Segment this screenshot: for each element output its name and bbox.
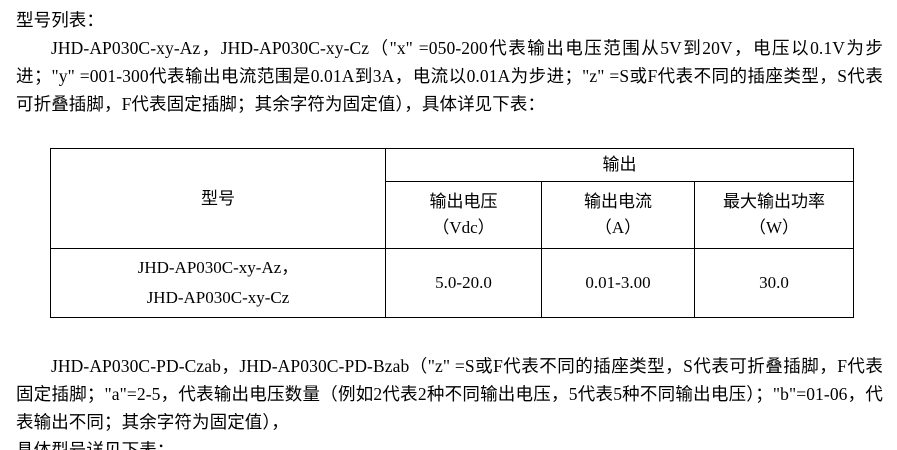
table-header-power-name: 最大输出功率 bbox=[723, 192, 826, 211]
tail-paragraph-block: JHD-AP030C-PD-Czab，JHD-AP030C-PD-Bzab（"z… bbox=[0, 352, 897, 436]
table-row: JHD-AP030C-xy-Az， JHD-AP030C-xy-Cz 5.0-2… bbox=[50, 248, 855, 318]
table-cell-power: 30.0 bbox=[693, 248, 855, 318]
table-cell-voltage: 5.0-20.0 bbox=[385, 248, 542, 318]
tail-clipped-line: 具体型号详见下表： bbox=[16, 440, 175, 450]
table-group-header-row: 型号 输出 bbox=[50, 148, 855, 249]
table-header-voltage: 输出电压 （Vdc） bbox=[385, 181, 542, 249]
intro-paragraph-block: JHD-AP030C-xy-Az，JHD-AP030C-xy-Cz（"x" =0… bbox=[0, 34, 897, 118]
heading-text: 型号列表： bbox=[16, 10, 104, 30]
spec-table-wrapper: 型号 输出 输出电压 （Vdc） 输出电流 （A） 最大输出功率 （W） bbox=[50, 148, 855, 318]
table-header-current-unit: （A） bbox=[594, 218, 642, 237]
table-cell-model-line-1: JHD-AP030C-xy-Az， bbox=[137, 258, 299, 277]
table-cell-current: 0.01-3.00 bbox=[541, 248, 695, 318]
tail-clipped-block: 具体型号详见下表： bbox=[0, 436, 897, 450]
table-header-voltage-unit: （Vdc） bbox=[432, 218, 495, 237]
table-header-current: 输出电流 （A） bbox=[541, 181, 695, 249]
spec-table: 型号 输出 输出电压 （Vdc） 输出电流 （A） 最大输出功率 （W） bbox=[50, 148, 855, 318]
table-header-power: 最大输出功率 （W） bbox=[693, 181, 855, 249]
table-sub-header-row: 输出电压 （Vdc） 输出电流 （A） 最大输出功率 （W） bbox=[51, 181, 855, 249]
table-cell-model: JHD-AP030C-xy-Az， JHD-AP030C-xy-Cz bbox=[50, 248, 386, 318]
table-cell-model-line-2: JHD-AP030C-xy-Cz bbox=[146, 288, 290, 307]
table-header-current-name: 输出电流 bbox=[584, 192, 652, 211]
table-header-voltage-name: 输出电压 bbox=[429, 192, 498, 211]
table-header-output-group: 输出 bbox=[384, 148, 855, 182]
page-heading: 型号列表： bbox=[8, 6, 112, 34]
table-header-model: 型号 bbox=[50, 148, 386, 249]
intro-paragraph: JHD-AP030C-xy-Az，JHD-AP030C-xy-Cz（"x" =0… bbox=[16, 38, 883, 114]
tail-paragraph: JHD-AP030C-PD-Czab，JHD-AP030C-PD-Bzab（"z… bbox=[16, 356, 883, 432]
table-header-power-unit: （W） bbox=[748, 218, 800, 237]
